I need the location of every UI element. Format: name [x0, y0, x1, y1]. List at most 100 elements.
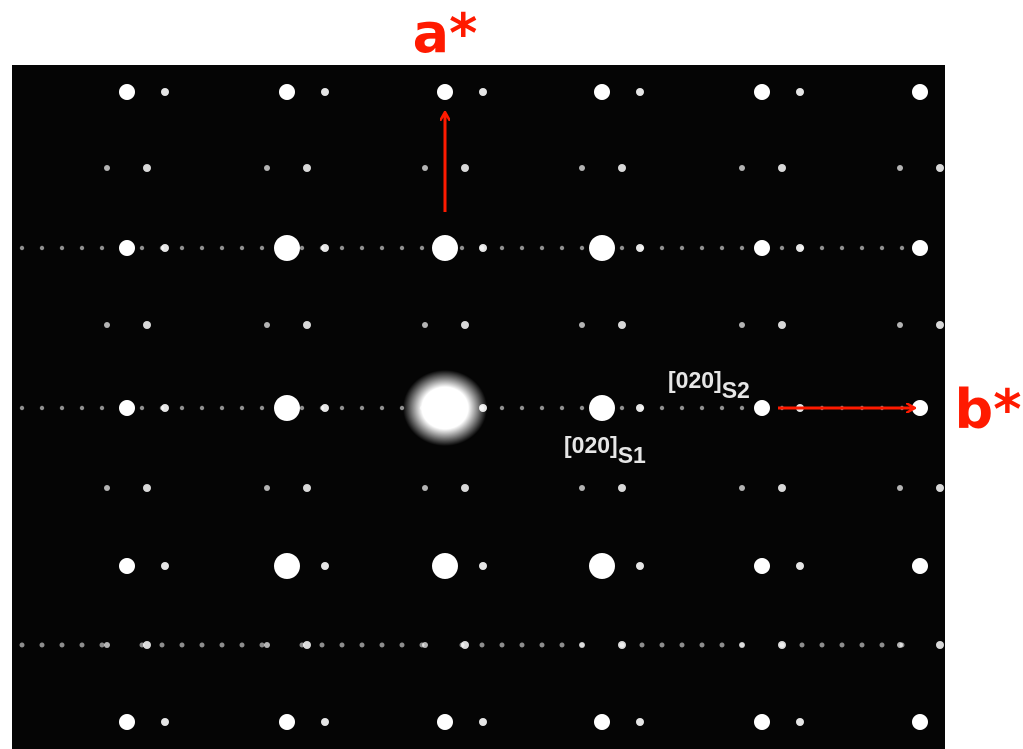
diffraction-spot — [479, 244, 487, 252]
diffraction-spot — [620, 406, 624, 410]
diffraction-spot — [300, 406, 304, 410]
diffraction-spot — [954, 88, 962, 96]
diffraction-spot — [380, 246, 384, 250]
diffraction-spot — [479, 718, 487, 726]
diffraction-spot — [912, 400, 928, 416]
diffraction-spot — [260, 643, 265, 648]
diffraction-spot — [636, 244, 644, 252]
diffraction-spot — [636, 562, 644, 570]
diffraction-spot — [40, 406, 44, 410]
diffraction-spot — [161, 718, 169, 726]
diffraction-spot — [589, 553, 615, 579]
diffraction-spot — [897, 322, 903, 328]
diffraction-spot — [540, 406, 544, 410]
diffraction-spot — [897, 642, 903, 648]
spot-label-main: [020] — [668, 367, 722, 393]
diffraction-spot — [579, 485, 585, 491]
diffraction-spot — [936, 641, 944, 649]
diffraction-spot — [180, 246, 184, 250]
diffraction-spot — [200, 643, 205, 648]
diffraction-spot — [636, 718, 644, 726]
diffraction-spot — [321, 404, 329, 412]
diffraction-spot — [274, 235, 300, 261]
diffraction-spot — [104, 322, 110, 328]
diffraction-spot — [796, 244, 804, 252]
diffraction-spot — [20, 246, 24, 250]
diffraction-spot — [500, 643, 505, 648]
diffraction-spot — [264, 322, 270, 328]
diffraction-spot — [60, 643, 65, 648]
diffraction-spot — [119, 714, 135, 730]
diffraction-spot — [303, 484, 311, 492]
diffraction-spot — [437, 84, 453, 100]
diffraction-spot — [680, 406, 684, 410]
diffraction-spot — [240, 246, 244, 250]
diffraction-spot — [936, 164, 944, 172]
diffraction-spot — [303, 321, 311, 329]
diffraction-spot — [700, 643, 705, 648]
diffraction-spot — [618, 484, 626, 492]
diffraction-spot — [220, 246, 224, 250]
diffraction-spot — [754, 714, 770, 730]
diffraction-spot — [20, 406, 24, 410]
diffraction-spot — [422, 485, 428, 491]
diffraction-spot — [160, 643, 165, 648]
diffraction-spot — [303, 164, 311, 172]
diffraction-spot — [340, 406, 344, 410]
diffraction-spot — [594, 714, 610, 730]
diffraction-spot — [754, 84, 770, 100]
diffraction-spot — [180, 406, 184, 410]
diffraction-spot — [860, 246, 864, 250]
diffraction-spot — [200, 406, 204, 410]
diffraction-spot — [340, 246, 344, 250]
diffraction-spot — [780, 246, 784, 250]
diffraction-spot — [900, 246, 904, 250]
diffraction-spot — [700, 406, 704, 410]
diffraction-spot — [432, 235, 458, 261]
diffraction-spot — [220, 406, 224, 410]
diffraction-spot — [380, 643, 385, 648]
diffraction-spot — [143, 484, 151, 492]
diffraction-spot — [820, 246, 824, 250]
diffraction-spot — [739, 322, 745, 328]
diffraction-spot — [754, 400, 770, 416]
diffraction-spot — [119, 84, 135, 100]
diffraction-spot — [540, 246, 544, 250]
diffraction-spot — [880, 246, 884, 250]
diffraction-spot — [954, 562, 962, 570]
diffraction-spot — [520, 406, 524, 410]
diffraction-spot — [143, 641, 151, 649]
diffraction-spot — [264, 642, 270, 648]
diffraction-spot — [437, 714, 453, 730]
diffraction-spot — [40, 246, 44, 250]
diffraction-spot — [720, 406, 724, 410]
diffraction-spot — [912, 558, 928, 574]
diffraction-spot — [400, 643, 405, 648]
diffraction-spot — [321, 562, 329, 570]
diffraction-spot — [579, 165, 585, 171]
diffraction-spot — [220, 643, 225, 648]
diffraction-spot — [240, 643, 245, 648]
diffraction-spot — [274, 553, 300, 579]
diffraction-spot — [279, 714, 295, 730]
diffraction-spot — [264, 485, 270, 491]
diffraction-spot — [360, 643, 365, 648]
diffraction-spot — [720, 643, 725, 648]
diffraction-spot — [880, 643, 885, 648]
diffraction-spot — [20, 643, 25, 648]
diffraction-spot — [360, 406, 364, 410]
diffraction-spot — [360, 246, 364, 250]
diffraction-spot — [200, 246, 204, 250]
diffraction-spot — [461, 484, 469, 492]
diffraction-spot — [140, 246, 144, 250]
diffraction-spot — [321, 88, 329, 96]
diffraction-spot — [840, 246, 844, 250]
diffraction-spot — [480, 643, 485, 648]
diffraction-spot — [104, 485, 110, 491]
diffraction-spot — [260, 246, 264, 250]
diffraction-spot — [778, 641, 786, 649]
diffraction-spot — [680, 643, 685, 648]
diffraction-spot — [80, 643, 85, 648]
diffraction-spot — [560, 246, 564, 250]
diffraction-spot — [119, 400, 135, 416]
